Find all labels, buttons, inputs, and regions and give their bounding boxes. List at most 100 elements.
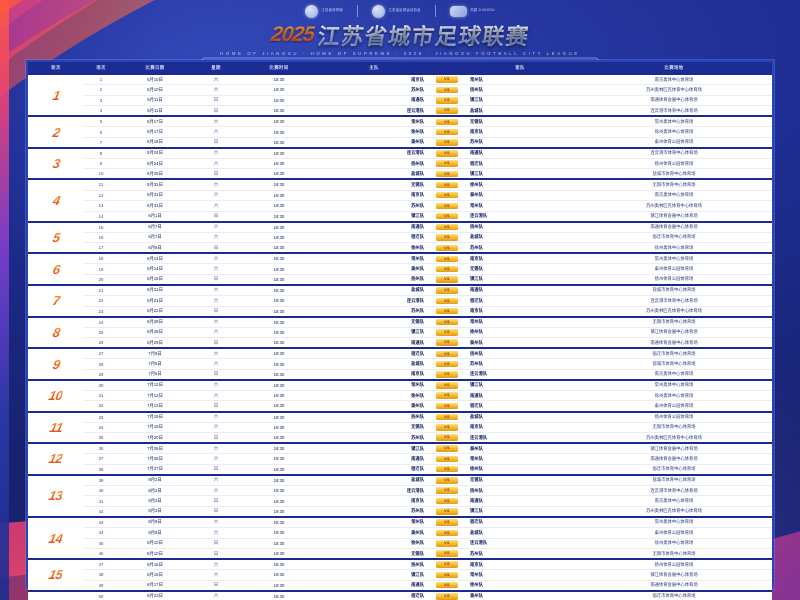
- match-date-cell: 6月14日: [118, 252, 192, 264]
- logo-1-label: 江苏省足球运动协会: [388, 8, 421, 13]
- vs-cell: VS: [430, 337, 464, 349]
- match-number-cell: 7: [84, 136, 118, 148]
- round-number-cell: 7: [28, 283, 84, 317]
- match-time-cell: 18:30: [240, 558, 318, 570]
- round-badge: 2: [51, 124, 61, 140]
- match-number-cell: 36: [84, 442, 118, 454]
- th-home-team: 主队: [318, 62, 430, 74]
- venue-cell: 南京奥体中心体育场: [576, 189, 772, 201]
- round-badge: 6: [51, 261, 61, 277]
- venue-cell: 无锡市体育中心体育场: [576, 178, 772, 191]
- home-team-cell: 盐城队: [318, 358, 430, 370]
- away-team-cell: 无锡队: [464, 263, 576, 275]
- venue-cell: 徐州奥体中心体育场: [576, 126, 772, 138]
- table-row: 1 1 5月10日六 18:30 南京队 VS 常州队 南京奥体中心体育场: [28, 72, 772, 117]
- table-row: 4 5月11日日 18:30 连云港队 VS 盐城队 连云港市体育中心体育场: [28, 105, 772, 117]
- th-match-number: 场次: [84, 62, 118, 74]
- match-number-cell: 11: [84, 178, 118, 191]
- home-team-cell: 苏州队: [318, 432, 430, 444]
- vs-badge: VS: [436, 434, 458, 441]
- match-number-cell: 22: [84, 295, 118, 307]
- venue-cell: 苏州奥林匹克体育中心体育场: [576, 200, 772, 212]
- weekday-cell: 日: [192, 537, 240, 549]
- match-time-cell: 18:30: [240, 115, 318, 127]
- round-badge: 13: [47, 488, 65, 504]
- away-team-cell: 南通队: [464, 389, 576, 401]
- vs-badge: VS: [436, 519, 458, 526]
- round-badge: 5: [51, 229, 61, 245]
- vs-cell: VS: [430, 210, 464, 222]
- match-date-cell: 5月31日: [118, 200, 192, 212]
- table-row: 12 5月31日六 19:30 南京队 VS 泰州队 南京奥体中心体育场: [28, 189, 772, 201]
- vs-cell: VS: [430, 283, 464, 296]
- vs-badge: VS: [436, 339, 458, 346]
- home-team-cell: 徐州队: [318, 126, 430, 138]
- th-date: 比赛日期: [118, 62, 192, 74]
- away-team-cell: 苏州队: [464, 548, 576, 560]
- match-number-cell: 13: [84, 200, 118, 212]
- away-team-cell: 镇江队: [464, 378, 576, 391]
- vs-cell: VS: [430, 495, 464, 507]
- th-vs: [430, 62, 464, 74]
- match-number-cell: 17: [84, 242, 118, 254]
- venue-cell: 宿迁市体育中心体育场: [576, 589, 772, 600]
- round-number-cell: 10: [28, 378, 84, 412]
- vs-badge: VS: [436, 402, 458, 410]
- home-team-cell: 无锡队: [318, 315, 430, 328]
- venue-cell: 连云港市体育中心体育场: [576, 146, 772, 159]
- vs-cell: VS: [430, 558, 464, 570]
- table-row: 37 7月26日六 19:30 南通队 VS 常州队 南通体育会展中心体育场: [28, 453, 772, 465]
- match-date-cell: 5月17日: [118, 115, 192, 127]
- weekday-cell: 六: [192, 189, 240, 201]
- match-date-cell: 6月7日: [118, 220, 192, 233]
- table-row: 42 8月3日日 19:30 苏州队 VS 镇江队 苏州奥林匹克体育中心体育场: [28, 505, 772, 517]
- match-time-cell: 18:30: [240, 252, 318, 264]
- weekday-cell: 六: [192, 589, 240, 600]
- match-number-cell: 42: [84, 505, 118, 517]
- vs-badge: VS: [436, 139, 458, 146]
- home-team-cell: 扬州队: [318, 410, 430, 423]
- vs-badge: VS: [436, 413, 458, 421]
- match-date-cell: 8月3日: [118, 505, 192, 517]
- sponsor-emblem-icon: [450, 5, 468, 17]
- weekday-cell: 六: [192, 442, 240, 454]
- vs-cell: VS: [430, 126, 464, 138]
- match-number-cell: 4: [84, 105, 118, 117]
- weekday-cell: 六: [192, 569, 240, 581]
- vs-cell: VS: [430, 516, 464, 528]
- table-row: 9 5月24日六 19:30 扬州队 VS 宿迁队 扬州体育公园体育场: [28, 157, 772, 169]
- venue-cell: 南京奥体中心体育场: [576, 73, 772, 85]
- weekday-cell: 日: [192, 273, 240, 285]
- round-number-cell: 15: [28, 558, 84, 591]
- vs-badge: VS: [436, 571, 458, 579]
- vs-cell: VS: [430, 136, 464, 148]
- weekday-cell: 日: [192, 368, 240, 380]
- weekday-cell: 六: [192, 283, 240, 296]
- match-number-cell: 15: [84, 220, 118, 233]
- match-time-cell: 18:30: [240, 495, 318, 507]
- table-row: 7 21 6月21日六 18:30 盐城队 VS 南通队 盐城市体育中心体育场: [28, 283, 772, 317]
- match-number-cell: 2: [84, 84, 118, 96]
- match-number-cell: 26: [84, 337, 118, 349]
- match-date-cell: 6月28日: [118, 315, 192, 328]
- match-date-cell: 6月7日: [118, 231, 192, 243]
- match-date-cell: 7月12日: [118, 389, 192, 401]
- match-time-cell: 19:30: [240, 548, 318, 560]
- home-team-cell: 苏州队: [318, 305, 430, 317]
- match-time-cell: 19:30: [240, 358, 318, 370]
- match-date-cell: 6月1日: [118, 210, 192, 222]
- weekday-cell: 日: [192, 168, 240, 180]
- match-date-cell: 7月19日: [118, 410, 192, 423]
- match-number-cell: 8: [84, 146, 118, 159]
- match-date-cell: 5月24日: [118, 157, 192, 169]
- vs-badge: VS: [436, 170, 458, 178]
- home-team-cell: 镇江队: [318, 210, 430, 222]
- weekday-cell: 六: [192, 84, 240, 96]
- schedule-table: 轮次 场次 比赛日期 星期 比赛时间 主队 客队 比赛场地 1 1 5月10日六 18…: [28, 62, 772, 600]
- vs-cell: VS: [430, 368, 464, 380]
- logo-0-label: 江苏省体育局: [321, 8, 343, 13]
- match-time-cell: 19:30: [240, 505, 318, 517]
- match-time-cell: 18:30: [240, 305, 318, 317]
- match-number-cell: 6: [84, 126, 118, 138]
- venue-cell: 苏州奥林匹克体育中心体育场: [576, 305, 772, 317]
